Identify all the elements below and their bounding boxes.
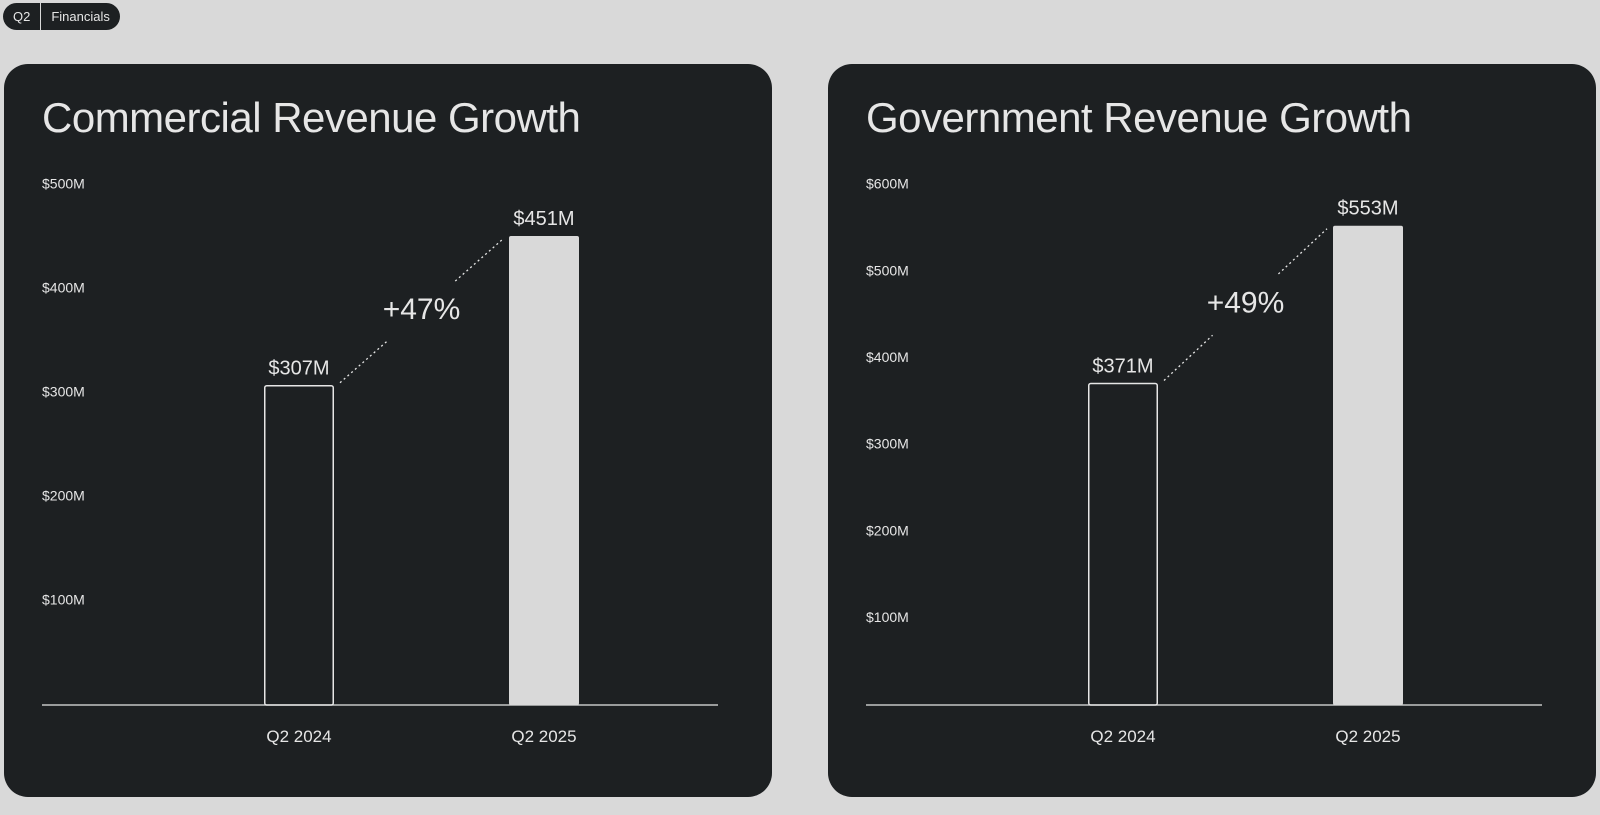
breadcrumb-item-financials[interactable]: Financials: [51, 9, 110, 24]
commercial-growth-connector-upper: [454, 238, 504, 282]
government-category-label: Q2 2024: [1090, 727, 1155, 746]
commercial-bar-value-label: $307M: [268, 358, 329, 380]
government-ytick-label: $200M: [866, 522, 909, 538]
breadcrumb-item-q2[interactable]: Q2: [13, 9, 31, 24]
breadcrumb: Q2 Financials: [3, 3, 120, 30]
government-ytick-label: $500M: [866, 262, 909, 278]
government-ytick-label: $400M: [866, 349, 909, 365]
commercial-bar-q2-2024: [264, 384, 334, 706]
government-bar-value-label: $371M: [1092, 355, 1153, 377]
government-ytick-label: $100M: [866, 609, 909, 625]
government-revenue-chart: $100M $200M $300M $400M $500M $600M $371M Q2 20…: [866, 176, 1542, 746]
government-growth-connector-upper: [1277, 228, 1328, 275]
breadcrumb-separator: [40, 3, 42, 30]
government-bar-q2-2024: [1088, 382, 1158, 706]
commercial-ytick-label: $100M: [42, 592, 85, 608]
commercial-chart-title: Commercial Revenue Growth: [42, 94, 581, 141]
government-revenue-panel: Government Revenue Growth $100M $200M $300…: [828, 64, 1596, 797]
commercial-ytick-label: $500M: [42, 176, 85, 192]
commercial-bar-value-label: $451M: [513, 208, 574, 230]
government-growth-label: +49%: [1207, 287, 1285, 320]
commercial-ytick-label: $200M: [42, 488, 85, 504]
commercial-revenue-panel: Commercial Revenue Growth $100M $200M $300…: [4, 64, 772, 797]
commercial-ytick-label: $300M: [42, 384, 85, 400]
commercial-revenue-chart: $100M $200M $300M $400M $500M $307M Q2 2024 $45…: [42, 176, 718, 746]
government-bar-value-label: $553M: [1337, 198, 1398, 220]
government-ytick-label: $300M: [866, 436, 909, 452]
government-category-label: Q2 2025: [1335, 727, 1400, 746]
government-ytick-label: $600M: [866, 176, 909, 192]
government-chart-title: Government Revenue Growth: [866, 94, 1412, 141]
commercial-growth-label: +47%: [383, 293, 461, 326]
commercial-ytick-label: $400M: [42, 280, 85, 296]
commercial-growth-connector-lower: [339, 340, 389, 384]
commercial-category-label: Q2 2025: [511, 727, 576, 746]
commercial-bar-q2-2025: [509, 235, 579, 705]
commercial-category-label: Q2 2024: [266, 727, 331, 746]
government-bar-q2-2025: [1333, 225, 1403, 705]
government-growth-connector-lower: [1163, 334, 1214, 381]
